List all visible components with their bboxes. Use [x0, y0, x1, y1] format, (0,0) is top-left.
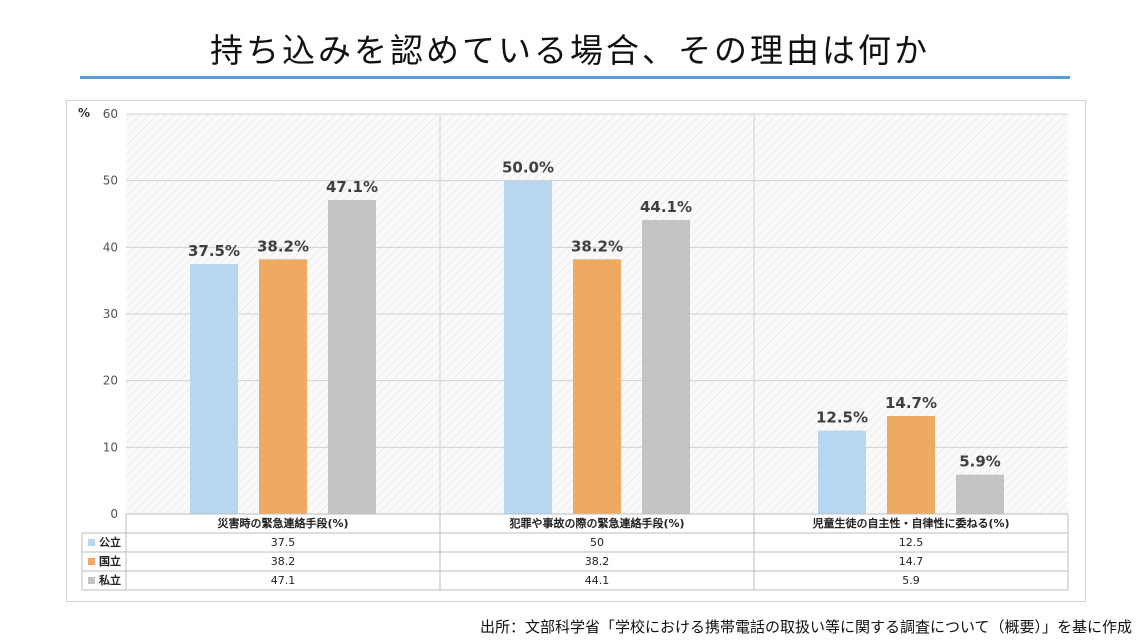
- category-label: 犯罪や事故の際の緊急連絡手段(%): [508, 516, 684, 530]
- bar-data-label: 38.2%: [257, 237, 309, 255]
- y-tick-label: 20: [103, 374, 118, 388]
- y-tick-label: 40: [103, 240, 118, 254]
- table-cell: 50: [590, 536, 604, 549]
- y-tick-label: 30: [103, 307, 118, 321]
- y-tick-label: 50: [103, 174, 118, 188]
- table-cell: 44.1: [585, 574, 610, 587]
- legend-label: 国立: [99, 554, 121, 568]
- page-title: 持ち込みを認めている場合、その理由は何か: [210, 31, 930, 70]
- source-note: 出所：文部科学省「学校における携帯電話の取扱い等に関する調査について（概要）」を…: [479, 618, 1132, 636]
- table-cell: 12.5: [899, 536, 924, 549]
- bar-data-label: 5.9%: [959, 453, 1001, 471]
- table-cell: 38.2: [271, 555, 296, 568]
- category-label: 児童生徒の自主性・自律性に委ねる(%): [811, 516, 1009, 530]
- bar: [573, 259, 621, 514]
- legend-swatch: [88, 539, 95, 546]
- legend-swatch: [88, 577, 95, 584]
- bar-data-label: 47.1%: [326, 178, 378, 196]
- table-cell: 5.9: [902, 574, 920, 587]
- bar: [642, 220, 690, 514]
- bar: [504, 180, 552, 514]
- bar: [887, 416, 935, 514]
- bar-data-label: 50.0%: [502, 159, 554, 177]
- table-cell: 37.5: [271, 536, 296, 549]
- y-tick-label: 0: [110, 507, 118, 521]
- y-tick-label: 10: [103, 440, 118, 454]
- bar-data-label: 44.1%: [640, 198, 692, 216]
- bar-data-label: 12.5%: [816, 409, 868, 427]
- legend-label: 私立: [99, 573, 121, 587]
- category-label: 災害時の緊急連絡手段(%): [216, 516, 348, 530]
- table-cell: 47.1: [271, 574, 296, 587]
- title-underline: [80, 76, 1070, 79]
- table-cell: 14.7: [899, 555, 924, 568]
- y-unit-label: %: [78, 106, 90, 120]
- bar-data-label: 14.7%: [885, 394, 937, 412]
- bar: [190, 264, 238, 514]
- bar: [328, 200, 376, 514]
- legend-swatch: [88, 558, 95, 565]
- table-cell: 38.2: [585, 555, 610, 568]
- bar: [259, 259, 307, 514]
- y-tick-label: 60: [103, 107, 118, 121]
- bar: [956, 474, 1004, 514]
- bar-data-label: 37.5%: [188, 242, 240, 260]
- bar-data-label: 38.2%: [571, 237, 623, 255]
- legend-label: 公立: [99, 535, 121, 549]
- bar: [818, 430, 866, 514]
